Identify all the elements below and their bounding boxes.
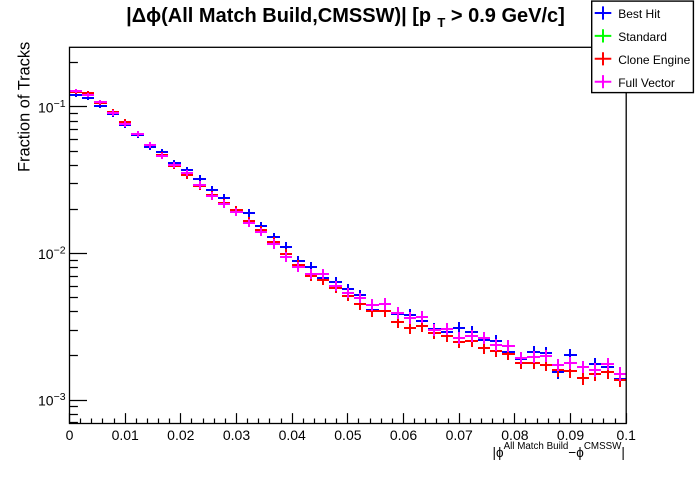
svg-text:0.02: 0.02 xyxy=(167,427,194,443)
svg-text:0.09: 0.09 xyxy=(557,427,584,443)
svg-text:0.08: 0.08 xyxy=(501,427,528,443)
svg-text:0.06: 0.06 xyxy=(390,427,417,443)
svg-text:Standard: Standard xyxy=(618,30,667,44)
svg-text:|Δϕ(All Match Build,CMSSW)| [p: |Δϕ(All Match Build,CMSSW)| [p T > 0.9 G… xyxy=(126,5,565,30)
svg-text:0: 0 xyxy=(66,427,74,443)
svg-text:0.05: 0.05 xyxy=(334,427,361,443)
svg-text:0.01: 0.01 xyxy=(112,427,139,443)
svg-text:Fraction of Tracks: Fraction of Tracks xyxy=(16,42,34,172)
svg-text:Clone Engine: Clone Engine xyxy=(618,53,690,67)
svg-text:0.07: 0.07 xyxy=(446,427,473,443)
svg-text:0.1: 0.1 xyxy=(616,427,636,443)
svg-text:Full Vector: Full Vector xyxy=(618,76,675,90)
svg-text:0.04: 0.04 xyxy=(279,427,306,443)
svg-text:Best Hit: Best Hit xyxy=(618,7,661,21)
svg-text:0.03: 0.03 xyxy=(223,427,250,443)
